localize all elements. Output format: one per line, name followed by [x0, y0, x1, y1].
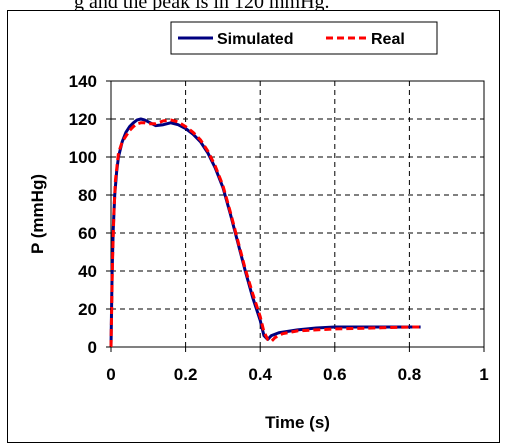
x-axis-label: Time (s): [265, 413, 330, 432]
figure-frame: [7, 10, 500, 443]
legend-entry-real: Real: [371, 31, 405, 48]
series-layer: [109, 117, 421, 348]
y-axis-label: P (mmHg): [28, 174, 47, 254]
y-tick-label: 0: [88, 338, 97, 357]
y-tick-label: 60: [78, 224, 97, 243]
caption-fragment: g and the peak is in 120 mmHg.: [74, 0, 330, 13]
x-tick-label: 0.4: [248, 365, 272, 384]
grid-lines: [111, 81, 484, 347]
legend-box: [170, 21, 438, 55]
y-tick-label: 20: [78, 300, 97, 319]
series-line-real: [109, 118, 421, 348]
x-tick-label: 1: [479, 365, 488, 384]
x-tick-label: 0.6: [323, 365, 347, 384]
y-tick-label: 40: [78, 262, 97, 281]
y-tick-label: 120: [69, 110, 97, 129]
tick-labels: 0 0.2 0.4 0.6 0.8 1 0 20 40 60 80 100 120 140: [69, 72, 489, 384]
y-tick-label: 100: [69, 148, 97, 167]
x-tick-label: 0: [106, 365, 115, 384]
plot-area: [110, 80, 485, 348]
legend-entry-simulated: Simulated: [217, 31, 293, 48]
x-tick-label: 0.8: [398, 365, 422, 384]
legend: Simulated Real: [170, 21, 438, 55]
x-tick-label: 0.2: [174, 365, 198, 384]
y-tick-label: 80: [78, 186, 97, 205]
y-tick-label: 140: [69, 72, 97, 91]
